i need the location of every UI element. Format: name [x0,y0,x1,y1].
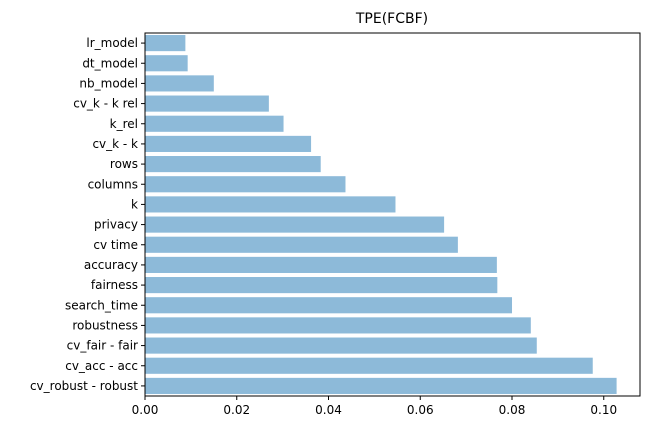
y-tick-label-7: columns [88,177,138,191]
bar-12 [145,277,498,294]
chart-title: TPE(FCBF) [355,11,428,27]
bar-17 [145,377,617,394]
bar-2 [145,75,214,92]
y-axis-ticks: lr_model dt_model nb_model cv_k - k rel k_re… [30,36,145,393]
y-tick-label-9: privacy [94,218,138,232]
x-tick-label-0: 0.00 [132,403,159,417]
y-tick-label-13: search_time [65,298,138,312]
y-tick-label-8: k [131,197,138,211]
x-tick-label-2: 0.04 [315,403,342,417]
y-tick-label-16: cv_acc - acc [65,359,138,373]
y-tick-label-1: dt_model [82,56,138,70]
y-tick-label-10: cv time [93,238,138,252]
bar-14 [145,317,531,334]
plot-frame [144,32,641,397]
bar-4 [145,115,284,132]
x-tick-label-1: 0.02 [223,403,250,417]
bar-11 [145,256,497,273]
y-tick-label-12: fairness [91,278,138,292]
bar-13 [145,297,513,314]
bar-5 [145,135,312,152]
y-tick-label-4: k_rel [110,117,138,131]
bar-8 [145,196,396,213]
bar-3 [145,95,269,112]
y-tick-label-0: lr_model [86,36,138,50]
bars-group [145,35,617,394]
x-axis-ticks: 0.00 0.02 0.04 0.06 0.08 0.10 [132,396,617,417]
x-tick-label-4: 0.08 [499,403,526,417]
bar-0 [145,35,186,52]
bar-6 [145,156,321,173]
bar-16 [145,357,593,374]
x-tick-label-3: 0.06 [407,403,434,417]
bar-7 [145,176,346,193]
y-tick-label-6: rows [110,157,138,171]
x-tick-label-5: 0.10 [590,403,617,417]
y-tick-label-15: cv_fair - fair [67,339,138,353]
y-tick-label-17: cv_robust - robust [30,379,138,393]
y-tick-label-14: robustness [72,318,138,332]
y-tick-label-2: nb_model [79,76,138,90]
y-tick-label-5: cv_k - k [92,137,138,151]
bar-1 [145,55,188,72]
bar-9 [145,216,445,233]
bar-15 [145,337,537,354]
bar-10 [145,236,458,253]
y-tick-label-3: cv_k - k rel [73,97,138,111]
y-tick-label-11: accuracy [84,258,138,272]
